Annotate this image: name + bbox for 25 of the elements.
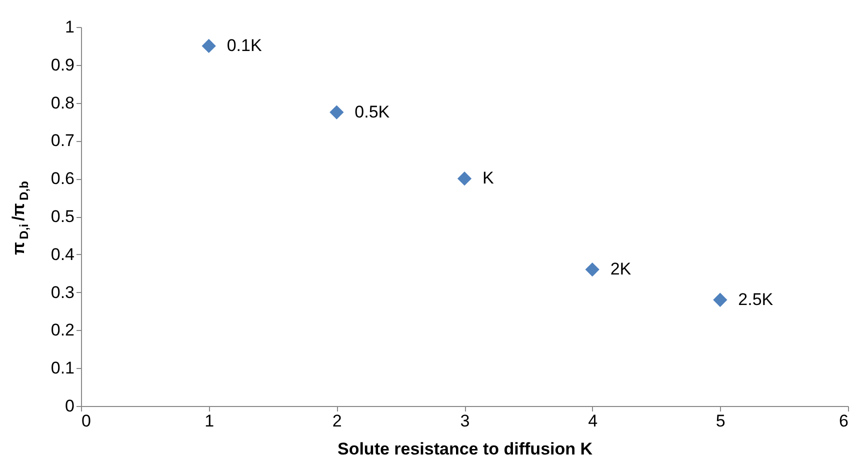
- y-tick-label: 0.2: [50, 320, 74, 340]
- y-tick-label: 0.5: [50, 207, 74, 226]
- x-tick-label: 1: [204, 412, 214, 430]
- y-tick-label: 0.7: [50, 131, 74, 150]
- annotation: 0.5K: [354, 102, 390, 122]
- annotation: K: [482, 168, 494, 188]
- x-tick-label: 2: [332, 412, 342, 430]
- y-tick-label: 0.6: [50, 169, 74, 188]
- x-tick-label: 4: [588, 412, 598, 430]
- x-axis-title: Solute resistance to diffusion K: [337, 440, 594, 458]
- y-tick-label: 0.9: [50, 55, 74, 74]
- y-tick-label: 0: [65, 396, 74, 416]
- x-tick-label: 6: [839, 412, 848, 430]
- annotation: 2K: [610, 260, 632, 279]
- y-axis-title: πD,i/πD,b: [9, 181, 31, 255]
- annotation: 2.5K: [738, 290, 774, 309]
- x-tick-label: 5: [716, 412, 726, 430]
- x-tick-label: 3: [460, 412, 470, 430]
- y-tick-label: 0.1: [50, 358, 74, 378]
- y-tick-label: 1: [65, 18, 74, 36]
- y-tick-label: 0.3: [50, 282, 74, 302]
- annotation: 0.1K: [226, 36, 262, 55]
- x-tick-label: 0: [82, 412, 91, 430]
- y-tick-label: 0.8: [50, 93, 74, 112]
- y-tick-label: 0.4: [50, 244, 74, 264]
